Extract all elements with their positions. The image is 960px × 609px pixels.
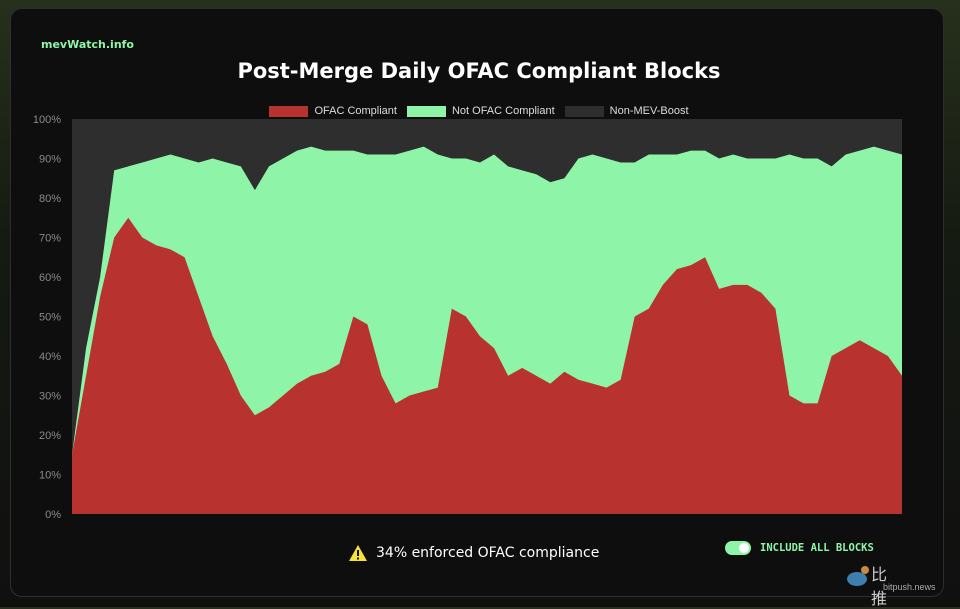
watermark-en: bitpush.news	[883, 582, 936, 592]
legend-ofac[interactable]: OFAC Compliant	[269, 105, 397, 117]
legend-swatch	[269, 105, 309, 117]
compliance-text: 34% enforced OFAC compliance	[376, 545, 600, 561]
watermark-logo: 比推 bitpush.news	[843, 564, 936, 608]
y-tick-label: 50%	[39, 312, 61, 324]
y-tick-label: 70%	[39, 233, 61, 245]
y-tick-label: 80%	[39, 193, 61, 205]
toggle-switch[interactable]	[725, 541, 751, 555]
brand-logo[interactable]: mevWatch.info	[41, 38, 134, 51]
y-tick-label: 20%	[39, 430, 61, 442]
y-tick-label: 10%	[39, 470, 61, 482]
legend-not-ofac[interactable]: Not OFAC Compliant	[406, 105, 555, 117]
watermark-cn: 比推	[871, 567, 888, 608]
legend-label: OFAC Compliant	[314, 105, 397, 117]
legend-label: Not OFAC Compliant	[451, 105, 555, 117]
toggle-label: INCLUDE ALL BLOCKS	[760, 542, 874, 554]
bird-icon	[847, 566, 869, 586]
y-tick-label: 100%	[33, 114, 61, 126]
legend: OFAC Compliant Not OFAC Compliant Non-ME…	[11, 105, 947, 117]
y-tick-label: 40%	[39, 351, 61, 363]
chart-title: Post-Merge Daily OFAC Compliant Blocks	[237, 59, 721, 83]
y-tick-label: 0%	[45, 509, 61, 521]
area-ofac-compliant	[72, 217, 902, 514]
warning-triangle-icon	[349, 545, 367, 561]
legend-swatch	[564, 105, 604, 117]
legend-label: Non-MEV-Boost	[609, 105, 689, 117]
legend-non-mev[interactable]: Non-MEV-Boost	[564, 105, 689, 117]
y-tick-label: 90%	[39, 154, 61, 166]
include-all-blocks-toggle[interactable]: INCLUDE ALL BLOCKS	[725, 541, 874, 555]
legend-swatch	[406, 105, 446, 117]
y-tick-label: 30%	[39, 391, 61, 403]
y-tick-label: 60%	[39, 272, 61, 284]
compliance-summary: 34% enforced OFAC compliance	[348, 544, 599, 562]
